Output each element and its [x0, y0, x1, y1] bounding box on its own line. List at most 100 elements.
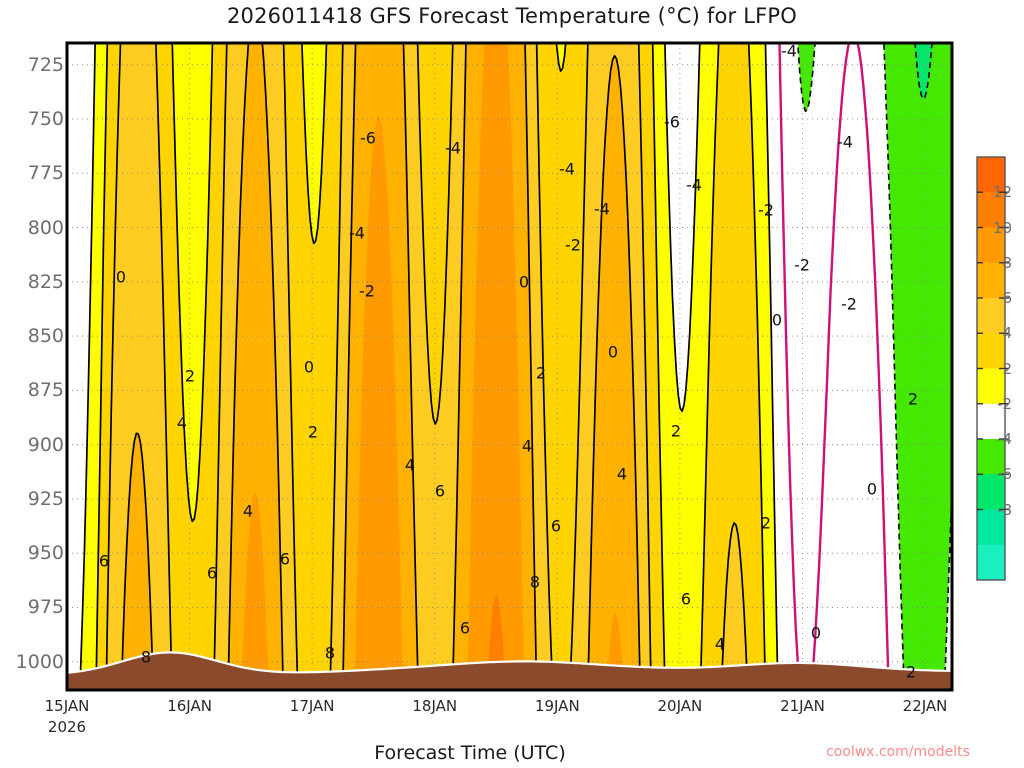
- colorbar-tick-minus4: -4: [997, 430, 1012, 448]
- colorbar-tick-6: 6: [1002, 289, 1012, 307]
- terrain-mask: [67, 651, 952, 690]
- contour-label: 0: [608, 343, 618, 362]
- contour-label: -4: [686, 176, 702, 195]
- x-axis-label: Forecast Time (UTC): [374, 742, 566, 764]
- contour-label: 8: [530, 573, 540, 592]
- x-tick-21jan: 21JAN: [780, 697, 825, 715]
- contour-fill-bands: [67, 43, 952, 690]
- contour-label: 0: [116, 268, 126, 287]
- colorbar-tick-4: 4: [1002, 324, 1012, 343]
- x-tick-19jan: 19JAN: [534, 697, 580, 715]
- y-tick-800: 800: [27, 216, 64, 239]
- contour-label: 2: [908, 390, 918, 409]
- contour-label: -2: [758, 201, 774, 220]
- contour-label: -2: [794, 256, 810, 275]
- contour-label: 2: [671, 422, 681, 441]
- contour-label: -4: [349, 224, 365, 243]
- contour-label: -6: [664, 113, 680, 132]
- contour-lines: [79, 43, 952, 690]
- contour-label: 6: [551, 517, 561, 536]
- colorbar-swatch[interactable]: [977, 439, 1005, 475]
- y-tick-925: 925: [27, 487, 64, 510]
- colorbar-swatch[interactable]: [977, 544, 1005, 581]
- x-tick-16jan: 16JAN: [167, 697, 212, 715]
- y-tick-825: 825: [27, 270, 64, 293]
- x-tick-20jan: 20JAN: [657, 697, 703, 715]
- y-tick-950: 950: [27, 542, 64, 565]
- colorbar-tick-minus6: -6: [997, 465, 1012, 484]
- colorbar-swatch[interactable]: [977, 403, 1005, 440]
- x-tick-15jan: 15JAN: [44, 697, 90, 715]
- colorbar-tick-2: 2: [1002, 359, 1012, 378]
- contour-label: 2: [308, 423, 318, 442]
- contour-label: 6: [460, 619, 470, 638]
- contour-label: 4: [405, 456, 415, 475]
- y-tick-775: 775: [27, 162, 64, 185]
- contour-label: 4: [522, 437, 532, 456]
- y-tick-1000: 1000: [15, 650, 64, 673]
- colorbar-swatch[interactable]: [977, 192, 1005, 228]
- colorbar-swatch[interactable]: [977, 509, 1005, 546]
- contour-label: 4: [715, 635, 725, 654]
- contour-label: 0: [811, 624, 821, 643]
- contour-label: 6: [99, 552, 109, 571]
- colorbar-swatch[interactable]: [977, 227, 1005, 264]
- contour-label: -4: [837, 133, 853, 152]
- y-tick-875: 875: [27, 379, 64, 402]
- colorbar-swatch[interactable]: [977, 262, 1005, 299]
- contour-label: -4: [594, 200, 610, 219]
- plot-frame: [65, 41, 954, 692]
- contour-label: 2: [761, 514, 771, 533]
- contour-label: 6: [207, 564, 217, 583]
- colorbar-swatch[interactable]: [977, 368, 1005, 405]
- colorbar-swatch[interactable]: [977, 333, 1005, 369]
- contour-label: -2: [841, 295, 857, 314]
- y-tick-850: 850: [27, 325, 64, 348]
- contour-label: 6: [280, 550, 290, 569]
- contour-label: 4: [177, 414, 187, 433]
- y-tick-900: 900: [27, 433, 64, 456]
- y-tick-975: 975: [27, 596, 64, 619]
- colorbar-tick-8: 8: [1002, 253, 1012, 272]
- contour-label: -4: [445, 139, 461, 158]
- contour-labels: -6 -6 -4 -4 -4 -4 -4 -4 -4 -2 -2 -2 -2 -2 0 0 0 0 0 0 0 2 2 2 2 2…: [99, 42, 918, 682]
- contour-label: -4: [781, 42, 797, 61]
- chart-title: 2026011418 GFS Forecast Temperature (°C)…: [226, 4, 798, 28]
- colorbar-tick-10: 10: [992, 218, 1012, 237]
- y-axis-ticks: 725 750 775 800 825 850 875 900 925 950 975 1000: [4, 0, 64, 768]
- colorbar-tick-12: 12: [992, 183, 1012, 202]
- contour-label: 2: [906, 663, 916, 682]
- contour-label: -6: [360, 129, 376, 148]
- y-tick-750: 750: [27, 107, 64, 130]
- contour-label: 0: [772, 311, 782, 330]
- watermark: coolwx.com/modelts: [826, 744, 970, 760]
- colorbar-tick-minus2: -2: [997, 394, 1012, 413]
- colorbar-tick-minus8: -8: [997, 500, 1012, 519]
- x-tick-17jan: 17JAN: [289, 697, 335, 715]
- contour-label: 8: [141, 648, 151, 667]
- colorbar[interactable]: [976, 156, 1009, 581]
- colorbar-swatch[interactable]: [977, 298, 1005, 334]
- contour-label: 6: [435, 482, 445, 501]
- contour-label: 2: [185, 367, 195, 386]
- contour-label: -2: [359, 282, 375, 301]
- contour-label: 4: [617, 465, 627, 484]
- colorbar-swatch[interactable]: [977, 474, 1005, 510]
- contour-label: 0: [519, 273, 529, 292]
- contour-label: 0: [304, 358, 314, 377]
- contour-label: -2: [565, 236, 581, 255]
- contour-label: 2: [536, 364, 546, 383]
- contour-label: 0: [867, 480, 877, 499]
- contour-label: 6: [681, 590, 691, 609]
- colorbar-swatch[interactable]: [977, 157, 1005, 193]
- x-axis-year: 2026: [47, 718, 87, 736]
- contour-label: 8: [325, 644, 335, 663]
- x-tick-18jan: 18JAN: [412, 697, 458, 715]
- y-tick-725: 725: [27, 53, 64, 76]
- contour-label: 4: [243, 502, 253, 521]
- contour-label: -4: [559, 160, 575, 179]
